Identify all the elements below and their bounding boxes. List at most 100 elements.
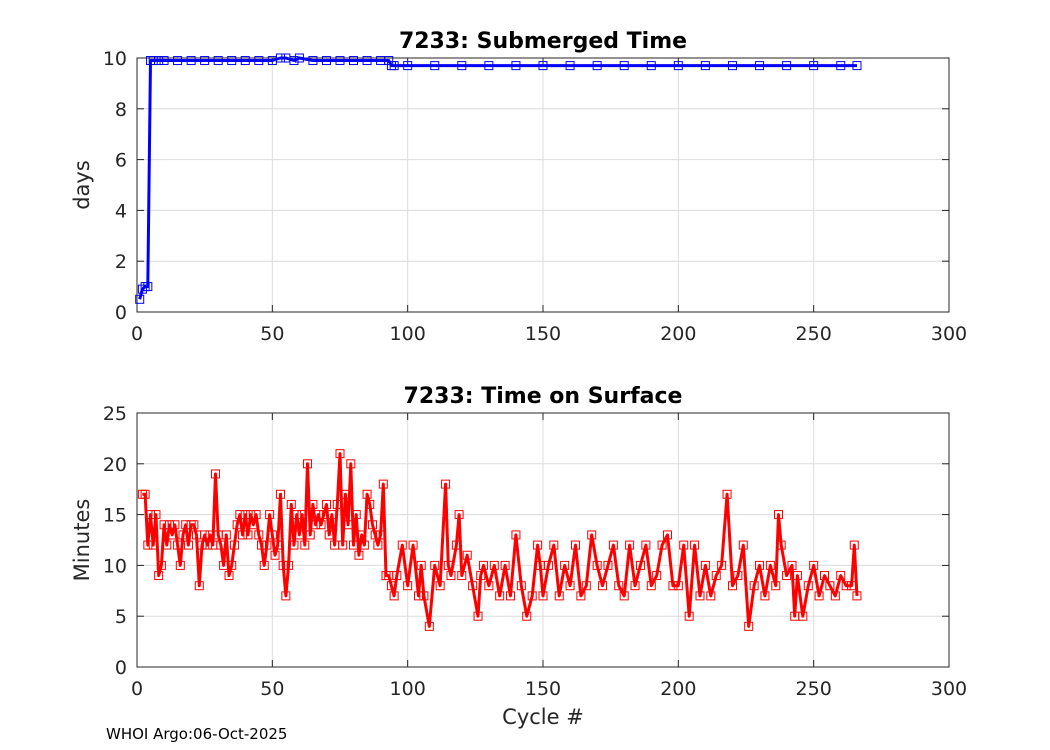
data-point-marker [446, 571, 456, 581]
data-point-marker [652, 571, 662, 581]
data-point-marker [305, 530, 315, 540]
data-point-marker [538, 61, 548, 71]
y-tick-label: 15 [103, 505, 127, 527]
data-point-marker [738, 540, 748, 550]
data-point-marker [408, 540, 418, 550]
data-point-marker [495, 591, 505, 601]
data-point-marker [216, 540, 226, 550]
data-point-marker [484, 61, 494, 71]
data-point-marker [533, 540, 543, 550]
data-point-marker [376, 530, 386, 540]
data-point-marker [392, 571, 402, 581]
data-point-marker [630, 581, 640, 591]
data-point-marker [549, 540, 559, 550]
data-point-marker [367, 520, 377, 530]
data-point-marker [625, 540, 635, 550]
data-point-marker [403, 61, 413, 71]
data-point-marker [809, 560, 819, 570]
data-point-marker [722, 489, 732, 499]
data-point-marker [240, 510, 250, 520]
data-point-marker [847, 581, 857, 591]
data-point-marker [809, 61, 819, 71]
data-point-marker [335, 449, 345, 459]
data-point-marker [403, 581, 413, 591]
data-point-marker [576, 591, 586, 601]
y-tick-label: 0 [115, 302, 127, 324]
data-point-marker [159, 56, 169, 66]
data-point-marker [262, 540, 272, 550]
data-point-marker [335, 56, 345, 66]
y-tick-label: 0 [115, 657, 127, 679]
data-point-marker [419, 591, 429, 601]
data-point-marker [825, 581, 835, 591]
data-point-marker [146, 510, 156, 520]
data-point-marker [340, 489, 350, 499]
data-point-marker [386, 581, 396, 591]
y-tick-label: 5 [115, 606, 127, 628]
data-point-marker [441, 479, 451, 489]
data-point-marker [162, 540, 172, 550]
data-point-marker [362, 56, 372, 66]
data-point-marker [140, 489, 150, 499]
data-point-marker [167, 530, 177, 540]
series-line [138, 56, 857, 300]
data-point-marker [294, 530, 304, 540]
data-point-marker [313, 510, 323, 520]
data-point-marker [511, 530, 521, 540]
data-point-marker [338, 540, 348, 550]
data-point-marker [254, 56, 264, 66]
data-point-marker [224, 571, 234, 581]
data-point-marker [357, 530, 367, 540]
data-point-marker [657, 540, 667, 550]
data-point-marker [733, 571, 743, 581]
data-point-marker [351, 510, 361, 520]
data-point-marker [684, 611, 694, 621]
x-tick-label: 100 [390, 678, 426, 700]
data-point-marker [727, 61, 737, 71]
data-point-marker [836, 61, 846, 71]
data-point-marker [527, 591, 537, 601]
data-point-marker [500, 560, 510, 570]
data-point-marker [164, 520, 174, 530]
data-point-marker [608, 540, 618, 550]
y-tick-label: 6 [115, 150, 127, 172]
data-point-marker [782, 61, 792, 71]
data-point-marker [443, 560, 453, 570]
data-point-marker [173, 540, 183, 550]
data-point-marker [727, 581, 737, 591]
data-point-marker [148, 540, 158, 550]
data-point-marker [511, 61, 521, 71]
data-point-marker [755, 61, 765, 71]
data-point-marker [646, 61, 656, 71]
data-point-marker [235, 510, 245, 520]
data-point-marker [200, 530, 210, 540]
data-point-marker [148, 56, 158, 66]
data-point-marker [454, 510, 464, 520]
data-point-marker [365, 499, 375, 509]
chart-title: 7233: Submerged Time [399, 29, 687, 54]
x-tick-label: 0 [131, 323, 143, 345]
data-point-marker [473, 611, 483, 621]
data-point-marker [300, 540, 310, 550]
series-line [142, 452, 859, 628]
data-point-marker [673, 581, 683, 591]
data-point-marker [771, 581, 781, 591]
x-tick-label: 100 [390, 323, 426, 345]
data-point-marker [248, 520, 258, 530]
data-point-marker [229, 540, 239, 550]
data-point-marker [370, 530, 380, 540]
data-point-marker [619, 61, 629, 71]
data-point-marker [711, 571, 721, 581]
data-point-marker [273, 540, 283, 550]
data-point-marker [749, 581, 759, 591]
data-point-marker [143, 540, 153, 550]
data-point-marker [581, 581, 591, 591]
data-point-marker [286, 499, 296, 509]
x-tick-label: 150 [525, 678, 561, 700]
data-point-marker [603, 560, 613, 570]
data-point-marker [278, 560, 288, 570]
data-point-marker [189, 520, 199, 530]
x-axis-label: Cycle # [502, 705, 584, 729]
data-point-marker [175, 560, 185, 570]
